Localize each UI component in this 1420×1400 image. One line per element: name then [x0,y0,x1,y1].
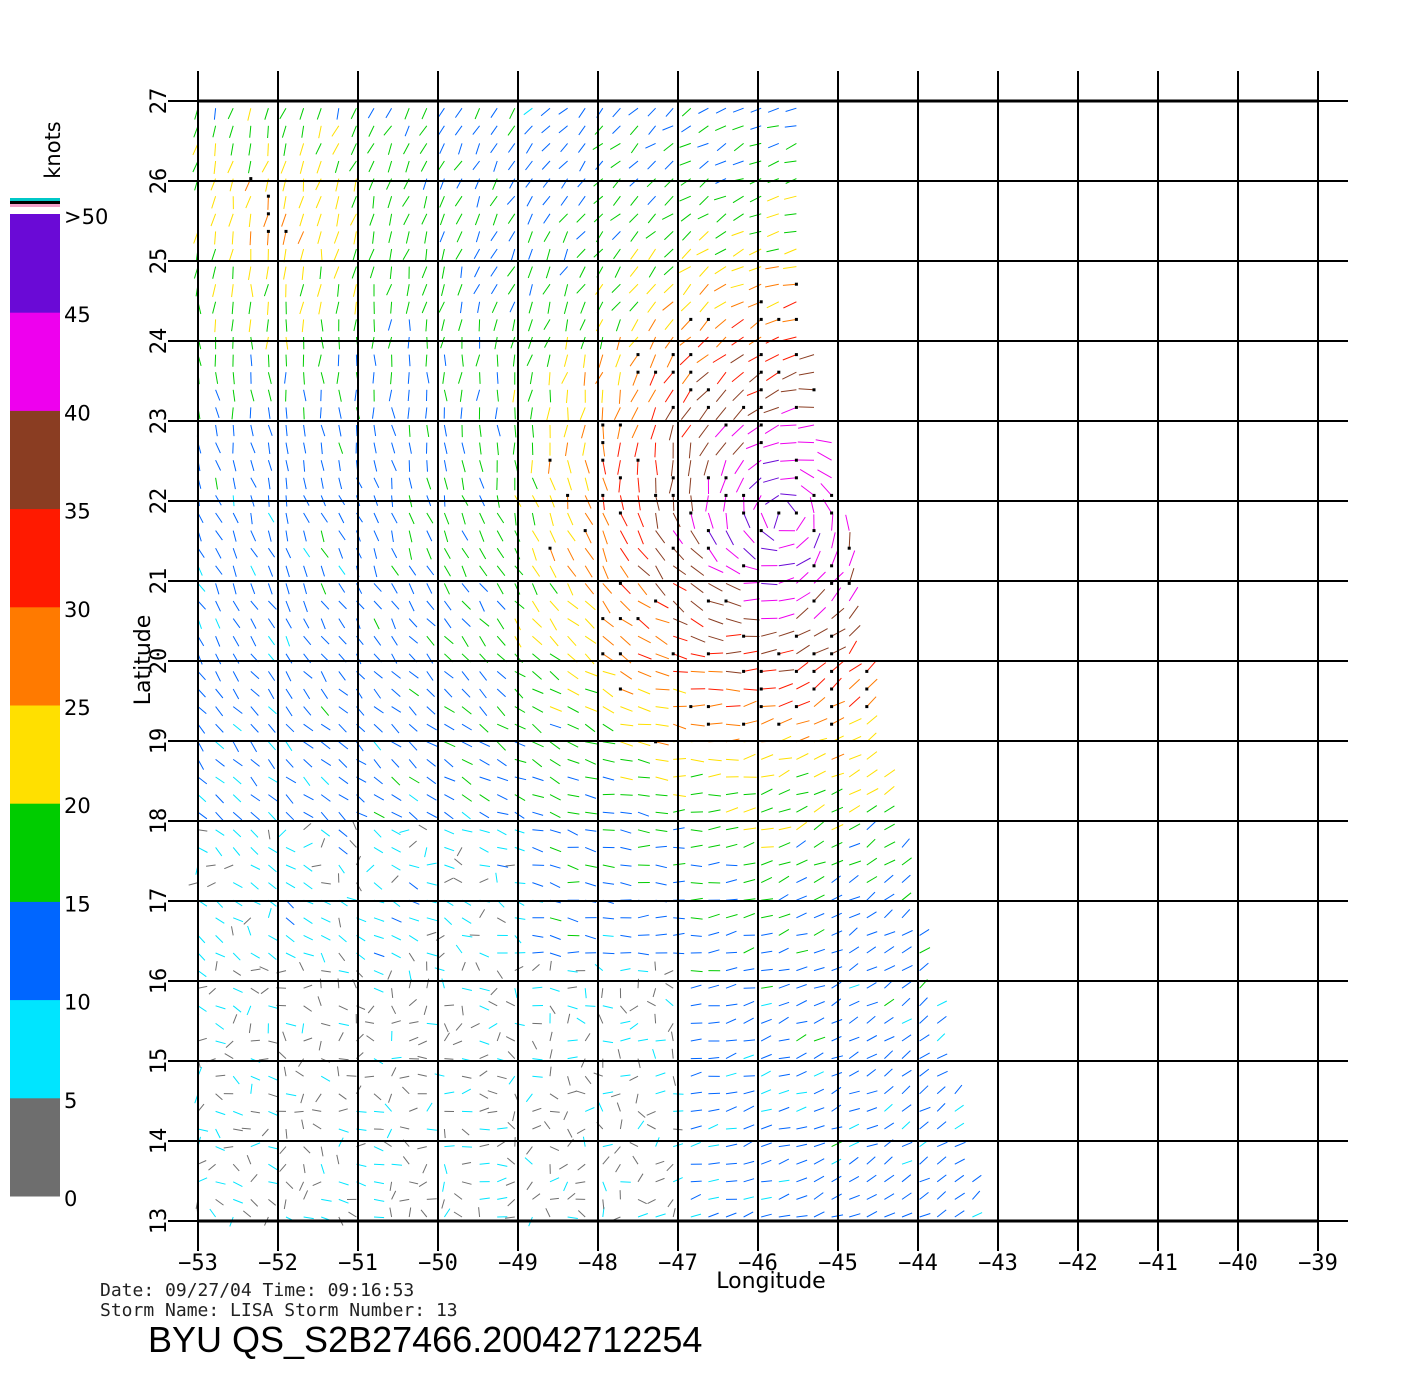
longitude-tick-label: −52 [258,1251,298,1276]
longitude-tick-label: −43 [978,1251,1018,1276]
legend-band-0-5 [10,1097,60,1197]
legend-label: 40 [64,401,91,425]
legend-band-45-50 [10,214,60,313]
legend-label: 5 [64,1089,77,1113]
longitude-tick-label: −49 [498,1251,538,1276]
latitude-tick-label: 14 [147,1128,172,1155]
longitude-tick-label: −39 [1298,1251,1338,1276]
legend-label: 45 [64,303,91,327]
longitude-tick-label: −40 [1218,1251,1258,1276]
longitude-tick-label: −48 [578,1251,618,1276]
legend-band-15-20 [10,803,60,902]
date-time-line: Date: 09/27/04 Time: 09:16:53 [100,1280,414,1301]
x-axis-title: Longitude [716,1269,825,1294]
legend-label: 35 [64,500,91,524]
longitude-tick-label: −46 [738,1251,778,1276]
longitude-tick-label: −45 [818,1251,858,1276]
latitude-tick-label: 21 [147,568,172,595]
latitude-tick-label: 19 [147,728,172,755]
latitude-tick-label: 15 [147,1048,172,1075]
latitude-tick-label: 16 [147,968,172,995]
latitude-tick-label: 27 [147,88,172,115]
longitude-tick-label: −41 [1138,1251,1178,1276]
latitude-tick-label: 22 [147,488,172,515]
latitude-tick-label: 26 [147,168,172,195]
legend-band-35-40 [10,410,60,510]
longitude-tick-labels: −53 −52 −51 −50 −49 −48 −47 −46 −45 −44 −43 −42 −41 −… [178,1251,1338,1276]
latitude-tick-label: 25 [147,248,172,275]
wind-vectors [188,107,983,1227]
lat-lon-grid [168,71,1348,1251]
color-legend: >50 45 40 35 30 25 20 15 10 5 0 [10,198,108,1211]
legend-label: 0 [64,1187,77,1211]
longitude-tick-label: −47 [658,1251,698,1276]
legend-band-25-30 [10,606,60,706]
legend-label: >50 [64,205,108,229]
latitude-tick-label: 18 [147,808,172,835]
legend-band-20-25 [10,705,60,804]
longitude-tick-label: −42 [1058,1251,1098,1276]
longitude-tick-label: −50 [418,1251,458,1276]
legend-label: 30 [64,598,91,622]
latitude-tick-label: 24 [147,328,172,355]
legend-band-5-10 [10,999,60,1099]
longitude-tick-label: −51 [338,1251,378,1276]
y-axis-title: Latitude [131,615,156,706]
latitude-tick-label: 17 [147,888,172,915]
product-title: BYU QS_S2B27466.20042712254 [148,1319,702,1360]
legend-band-30-35 [10,508,60,608]
latitude-tick-label: 23 [147,408,172,435]
storm-info-line: Storm Name: LISA Storm Number: 13 [100,1300,458,1321]
longitude-tick-label: −53 [178,1251,218,1276]
legend-unit-label: knots [41,121,65,179]
legend-label: 20 [64,794,91,818]
latitude-tick-label: 13 [147,1208,172,1235]
latitude-tick-label: 20 [147,648,172,675]
longitude-tick-label: −44 [898,1251,938,1276]
latitude-tick-labels: 13 14 15 16 17 18 19 20 21 22 23 24 25 26 27 [147,88,172,1235]
legend-label: 10 [64,991,91,1015]
legend-band-10-15 [10,901,60,1001]
legend-band-40-45 [10,312,60,411]
legend-label: 25 [64,696,91,720]
legend-label: 15 [64,892,91,916]
